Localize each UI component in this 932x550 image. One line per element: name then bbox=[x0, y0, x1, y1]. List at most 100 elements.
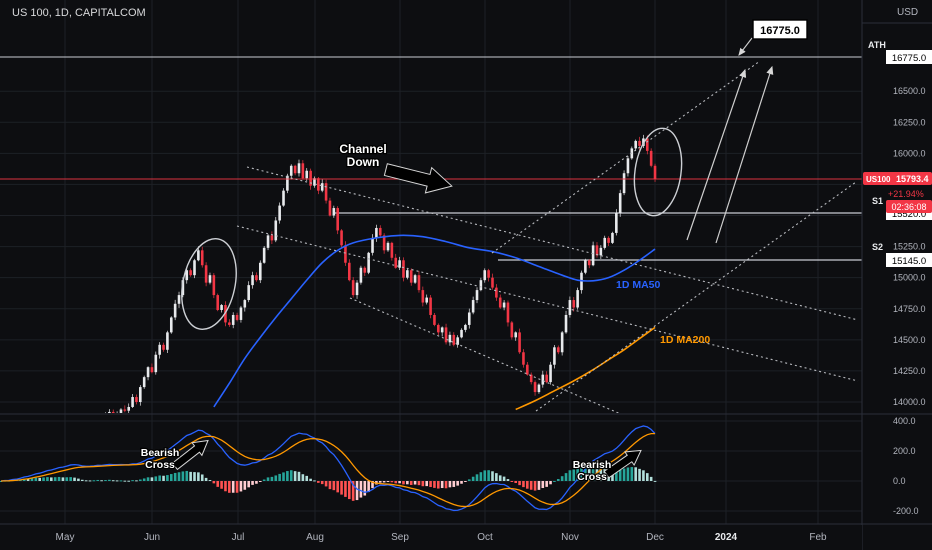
macd-histogram-bar bbox=[150, 477, 154, 481]
price-axis[interactable]: USD 16500.016250.016000.015250.015000.01… bbox=[861, 0, 932, 550]
channel-down-arrow[interactable] bbox=[383, 157, 455, 199]
ellipse-highlight-june[interactable] bbox=[174, 234, 244, 335]
countdown-text: 02:36:08 bbox=[891, 202, 926, 212]
candle bbox=[154, 354, 158, 373]
price-axis-label: 15250.0 bbox=[893, 242, 926, 252]
candle bbox=[545, 374, 548, 383]
candle bbox=[595, 245, 599, 256]
candle bbox=[181, 280, 185, 296]
ascending-channel-lower[interactable] bbox=[535, 181, 857, 412]
candle bbox=[409, 270, 413, 283]
candle bbox=[514, 332, 518, 338]
candle bbox=[169, 317, 173, 333]
descending-channel-mid[interactable] bbox=[236, 225, 859, 382]
candle bbox=[158, 344, 161, 355]
gridlines bbox=[0, 0, 862, 524]
macd-histogram-bar bbox=[560, 476, 564, 481]
time-axis-label: Aug bbox=[306, 532, 324, 543]
macd-histogram-bar bbox=[328, 481, 332, 490]
macd-histogram-bar bbox=[181, 471, 185, 481]
macd-histogram-bar bbox=[84, 480, 88, 482]
ellipse-highlight-december[interactable] bbox=[629, 125, 687, 219]
macd-histogram-bar bbox=[336, 481, 339, 493]
macd-histogram-bar bbox=[139, 479, 142, 481]
candle bbox=[483, 270, 487, 281]
candle bbox=[375, 227, 378, 238]
symbol-title[interactable]: US 100, 1D, CAPITALCOM bbox=[12, 7, 146, 19]
candle bbox=[568, 300, 572, 315]
candle bbox=[386, 242, 390, 251]
macd-histogram-bar bbox=[61, 477, 65, 481]
time-axis-label: Dec bbox=[646, 532, 664, 543]
macd-histogram-bar bbox=[564, 473, 568, 481]
bearish-cross-1-line2: Cross bbox=[145, 459, 175, 471]
candle bbox=[456, 337, 459, 345]
macd-line bbox=[0, 425, 656, 512]
macd-histogram-bar bbox=[498, 475, 502, 481]
macd-histogram-bar bbox=[104, 480, 107, 482]
candle bbox=[487, 270, 490, 278]
macd-histogram-bar bbox=[649, 476, 653, 481]
candle bbox=[390, 242, 394, 258]
macd-histogram-bar bbox=[111, 480, 115, 482]
time-axis-label: 2024 bbox=[715, 532, 738, 543]
candle bbox=[251, 275, 254, 286]
time-axis-background[interactable] bbox=[0, 525, 862, 550]
candle bbox=[467, 312, 471, 325]
macd-histogram-bar bbox=[487, 470, 490, 481]
candle bbox=[518, 332, 521, 353]
candle bbox=[553, 347, 556, 365]
macd-histogram-bar bbox=[456, 481, 459, 486]
macd-histogram-bar bbox=[42, 477, 45, 481]
time-axis[interactable]: May Jun Jul Aug Sep Oct Nov Dec 2024 Feb bbox=[0, 523, 932, 550]
macd-histogram-bar bbox=[135, 480, 138, 482]
candle bbox=[437, 324, 440, 333]
projection-arrow-2[interactable] bbox=[715, 65, 774, 244]
candle bbox=[239, 307, 243, 320]
candle bbox=[371, 237, 374, 253]
candle bbox=[162, 344, 165, 350]
candle bbox=[123, 409, 127, 411]
macd-histogram-bar bbox=[394, 481, 398, 484]
descending-channel-lower[interactable] bbox=[349, 297, 700, 448]
macd-histogram-bar bbox=[344, 481, 347, 497]
macd-histogram-bar bbox=[522, 481, 525, 488]
bearish-cross-arrow-2[interactable] bbox=[602, 444, 646, 481]
macd-histogram-bar bbox=[127, 480, 131, 482]
projection-arrow-1[interactable] bbox=[686, 68, 747, 241]
candle bbox=[142, 377, 146, 388]
time-axis-label: Nov bbox=[561, 532, 579, 543]
candle bbox=[440, 327, 444, 333]
macd-histogram-bar bbox=[65, 477, 69, 481]
candle bbox=[139, 387, 142, 402]
macd-histogram-bar bbox=[77, 478, 80, 481]
macd-histogram-bar bbox=[437, 481, 440, 489]
ma50-label: 1D MA50 bbox=[616, 279, 661, 291]
candle bbox=[274, 220, 278, 241]
candle bbox=[212, 275, 216, 296]
candle bbox=[317, 178, 320, 191]
macd-histogram-bar bbox=[119, 480, 123, 482]
candle bbox=[108, 411, 111, 413]
candle bbox=[452, 334, 456, 345]
bearish-cross-arrow-1[interactable] bbox=[170, 434, 213, 472]
macd-histogram-bar bbox=[92, 480, 96, 482]
macd-histogram-bar bbox=[274, 475, 278, 481]
channel-lines bbox=[236, 60, 859, 448]
candle bbox=[491, 277, 494, 288]
price-callout-box[interactable] bbox=[752, 19, 808, 40]
macd-histogram-bar bbox=[108, 479, 111, 481]
candle bbox=[533, 382, 537, 393]
macd-histogram-bar bbox=[479, 472, 483, 481]
macd-histogram-bar bbox=[96, 479, 100, 481]
candle bbox=[541, 374, 545, 385]
s1-price-box-text: 15520.0 bbox=[892, 209, 926, 220]
candle bbox=[402, 260, 405, 278]
price-axis-background[interactable] bbox=[862, 0, 932, 550]
macd-histogram-bar bbox=[603, 468, 607, 481]
candle bbox=[282, 190, 285, 206]
macd-histogram-bar bbox=[53, 477, 57, 481]
macd-histogram-bar bbox=[50, 477, 53, 481]
candle bbox=[475, 290, 479, 301]
